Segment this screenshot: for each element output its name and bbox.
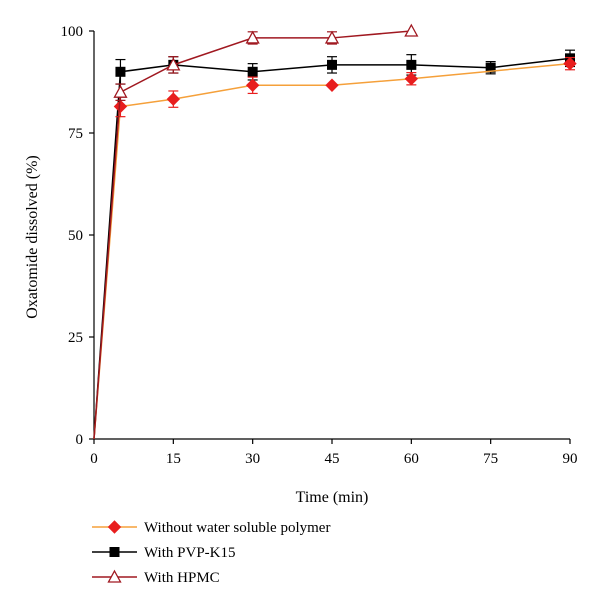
series-line [93, 62, 571, 440]
x-tick-label: 0 [90, 451, 98, 467]
diamond-marker [563, 56, 577, 71]
diamond-marker [113, 99, 128, 114]
square-marker [115, 66, 126, 77]
diamond-marker [325, 78, 339, 92]
square-marker [406, 59, 417, 70]
triangle-marker [404, 23, 419, 37]
triangle-marker [324, 30, 340, 44]
x-tick-label: 30 [245, 451, 260, 467]
diamond-marker [107, 520, 122, 534]
series-line [93, 57, 571, 440]
axes: 0 15 30 45 60 75 90 0 25 50 75 100 [61, 24, 578, 467]
legend-item: Without water soluble polymer [92, 520, 330, 536]
triangle-marker [166, 57, 181, 71]
diamond-marker [245, 78, 260, 92]
legend-label: With PVP-K15 [144, 545, 236, 561]
y-tick-label: 0 [76, 432, 84, 448]
x-axis-title: Time (min) [296, 489, 369, 506]
triangle-marker [245, 30, 260, 44]
series-layer [93, 23, 577, 440]
series-0 [93, 56, 577, 440]
legend-label: Without water soluble polymer [144, 520, 330, 536]
legend-item: With HPMC [92, 569, 220, 586]
x-tick-label: 90 [563, 451, 578, 467]
triangle-marker [113, 84, 128, 98]
triangle-marker [107, 569, 122, 583]
y-tick-label: 100 [61, 24, 84, 40]
y-tick-label: 25 [68, 330, 83, 346]
y-axis-title: Oxatomide dissolved (%) [24, 155, 41, 319]
series-1 [93, 49, 575, 440]
y-tick-label: 75 [68, 126, 83, 142]
x-tick-label: 45 [325, 451, 340, 467]
diamond-marker [404, 72, 419, 86]
x-tick-label: 60 [404, 451, 419, 467]
y-tick-label: 50 [68, 228, 83, 244]
x-tick-label: 15 [166, 451, 181, 467]
legend-label: With HPMC [144, 570, 220, 586]
series-line [93, 30, 412, 440]
diamond-marker [166, 92, 181, 106]
square-marker [109, 547, 120, 557]
series-2 [93, 23, 419, 440]
x-tick-label: 75 [483, 451, 498, 467]
square-marker [327, 59, 337, 70]
square-marker [485, 62, 496, 73]
square-marker [247, 66, 258, 77]
legend-item: With PVP-K15 [92, 545, 236, 561]
legend: Without water soluble polymer With PVP-K1… [92, 520, 330, 586]
